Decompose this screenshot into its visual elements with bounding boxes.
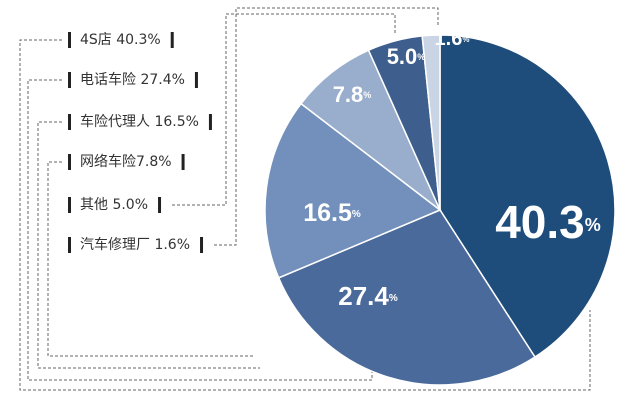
legend-label: 车险代理人 16.5% (80, 113, 199, 130)
legend-label: 电话车险 27.4% (80, 71, 185, 88)
data-label: 1.6% (435, 28, 470, 50)
pie-slice (264, 102, 442, 279)
data-label: 27.4% (338, 281, 398, 311)
legend-item: 4S店 40.3% (68, 32, 174, 48)
pie-slice (277, 209, 536, 386)
legend-bar (68, 72, 71, 88)
legend-bar (68, 154, 71, 170)
legend-item: 电话车险 27.4% (68, 71, 198, 88)
legend-bar (68, 32, 71, 48)
legend-bar (181, 154, 185, 170)
pie-slice (421, 34, 441, 211)
legend-item: 汽车修理厂 1.6% (68, 236, 204, 253)
legend-bar (68, 237, 71, 253)
data-label: 5.0% (387, 44, 426, 69)
legend-bar (158, 197, 162, 213)
connector (37, 121, 260, 369)
legend-label: 网络车险7.8% (80, 153, 172, 170)
connector (172, 13, 396, 206)
connector (19, 39, 591, 391)
legend-item: 车险代理人 16.5% (68, 113, 212, 130)
legend-label: 其他 5.0% (80, 197, 148, 213)
legend-bar (200, 237, 204, 253)
legend-bar (208, 114, 212, 130)
legend-item: 其他 5.0% (68, 197, 162, 213)
data-label: 7.8% (333, 82, 372, 107)
legend-bar (68, 114, 71, 130)
legend-bar (170, 32, 174, 48)
data-label: 40.3% (495, 196, 601, 248)
legend-bar (68, 197, 71, 213)
legend-bar (194, 72, 198, 88)
data-label: 16.5% (303, 199, 361, 227)
connector (47, 161, 255, 357)
legend-item: 网络车险7.8% (68, 153, 185, 170)
legend-label: 4S店 40.3% (80, 32, 161, 48)
legend-label: 汽车修理厂 1.6% (80, 236, 190, 253)
connector (214, 7, 439, 246)
